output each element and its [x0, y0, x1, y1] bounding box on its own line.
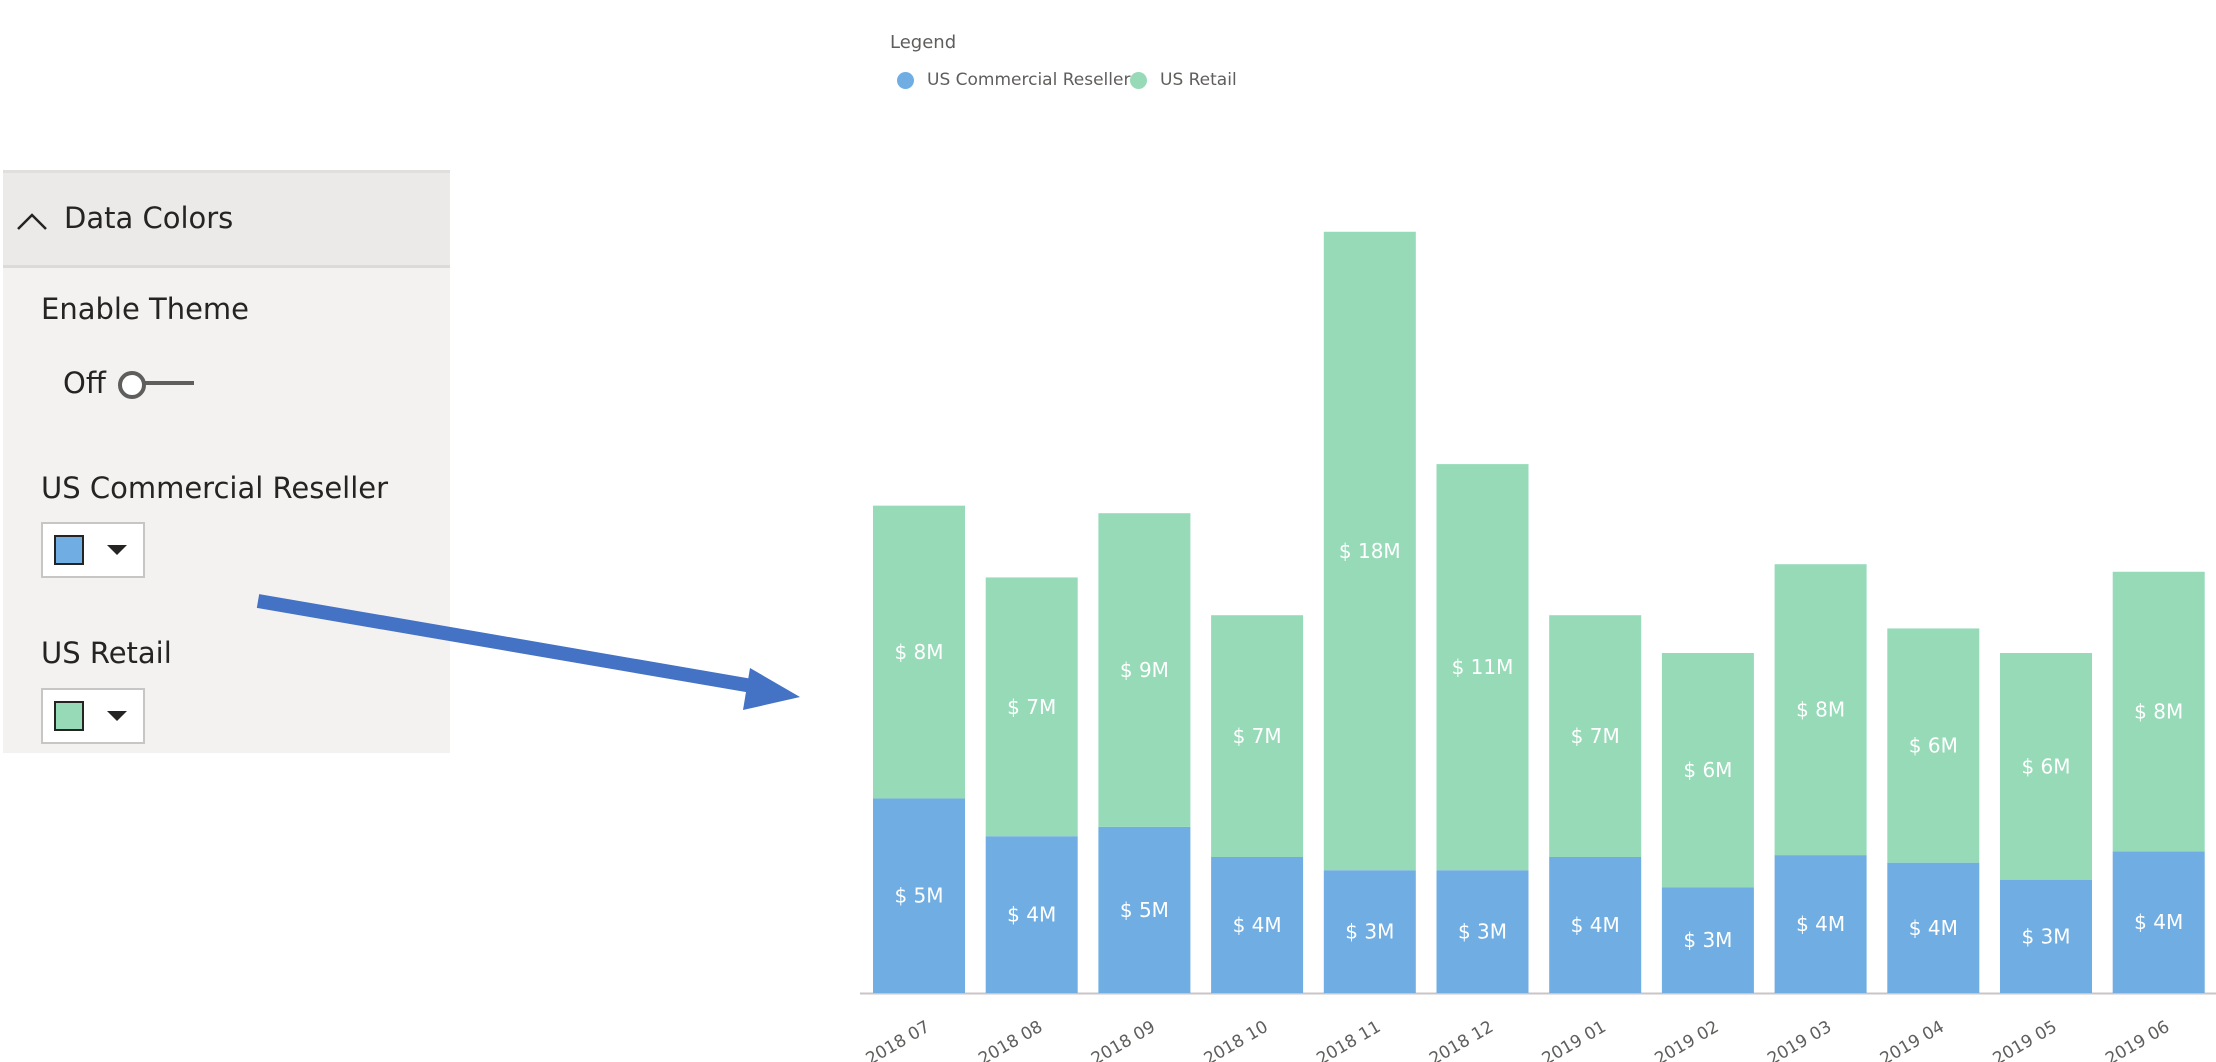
- legend-label-reseller: US Commercial Reseller: [927, 70, 1131, 90]
- color-swatch-retail: [54, 701, 84, 731]
- data-colors-header[interactable]: Data Colors: [3, 173, 450, 268]
- series-label-reseller: US Commercial Reseller: [41, 471, 389, 505]
- legend-label-retail: US Retail: [1160, 70, 1237, 90]
- bar-retail[interactable]: [1436, 464, 1529, 871]
- data-label: $ 3M: [1345, 920, 1394, 944]
- x-tick-label: 2018 07: [863, 1017, 934, 1062]
- data-label: $ 8M: [2134, 700, 2183, 724]
- data-label: $ 4M: [1796, 912, 1845, 936]
- bar-reseller[interactable]: [1098, 826, 1191, 993]
- x-tick-label: 2019 02: [1652, 1017, 1723, 1062]
- bar-reseller[interactable]: [2112, 851, 2205, 993]
- data-label: $ 8M: [894, 640, 943, 664]
- format-pane: Data Colors Enable Theme Off US Commerci…: [3, 170, 450, 753]
- x-tick-label: 2018 11: [1313, 1017, 1384, 1062]
- data-colors-title: Data Colors: [64, 201, 234, 235]
- data-label: $ 3M: [2021, 924, 2070, 948]
- bar-reseller[interactable]: [1323, 870, 1416, 993]
- bar-reseller[interactable]: [1887, 862, 1980, 993]
- legend-item-reseller[interactable]: US Commercial Reseller: [897, 67, 1130, 93]
- toggle-track: [136, 381, 194, 385]
- series-label-retail: US Retail: [41, 636, 172, 670]
- data-label: $ 4M: [1007, 903, 1056, 927]
- x-tick-label: 2018 12: [1426, 1017, 1497, 1062]
- bar-retail[interactable]: [1323, 231, 1416, 871]
- data-label: $ 6M: [2021, 754, 2070, 778]
- data-label: $ 4M: [2134, 910, 2183, 934]
- bar-reseller[interactable]: [1549, 857, 1642, 993]
- toggle-state-label: Off: [63, 366, 106, 400]
- color-picker-reseller[interactable]: [41, 522, 145, 578]
- data-label: $ 3M: [1683, 928, 1732, 952]
- bar-reseller[interactable]: [1211, 857, 1304, 993]
- bar-retail[interactable]: [1774, 564, 1867, 856]
- data-label: $ 5M: [894, 884, 943, 908]
- bar-retail[interactable]: [1549, 615, 1642, 857]
- data-label: $ 18M: [1339, 539, 1401, 563]
- bar-retail[interactable]: [985, 577, 1078, 837]
- x-tick-label: 2018 10: [1201, 1017, 1272, 1062]
- bar-retail[interactable]: [1098, 513, 1191, 827]
- enable-theme-label: Enable Theme: [41, 292, 250, 326]
- data-label: $ 7M: [1571, 724, 1620, 748]
- x-tick-label: 2018 08: [975, 1017, 1046, 1062]
- chevron-up-icon[interactable]: [16, 211, 48, 231]
- bar-reseller[interactable]: [1774, 855, 1867, 993]
- toggle-knob: [118, 371, 146, 399]
- bar-reseller[interactable]: [985, 836, 1078, 993]
- data-label: $ 5M: [1120, 898, 1169, 922]
- data-label: $ 6M: [1683, 758, 1732, 782]
- color-swatch-reseller: [54, 535, 84, 565]
- data-label: $ 7M: [1007, 695, 1056, 719]
- data-label: $ 7M: [1233, 724, 1282, 748]
- x-tick-label: 2019 04: [1877, 1017, 1948, 1062]
- bar-reseller[interactable]: [873, 798, 965, 993]
- data-label: $ 4M: [1571, 913, 1620, 937]
- color-picker-retail[interactable]: [41, 688, 145, 744]
- data-label: $ 4M: [1909, 916, 1958, 940]
- enable-theme-toggle[interactable]: [116, 368, 196, 399]
- legend-item-retail[interactable]: US Retail: [1130, 67, 1237, 93]
- caret-down-icon: [107, 545, 127, 555]
- data-label: $ 6M: [1909, 734, 1958, 758]
- caret-down-icon: [107, 711, 127, 721]
- bar-reseller[interactable]: [2000, 879, 2092, 993]
- bar-retail[interactable]: [1211, 615, 1304, 857]
- legend-title: Legend: [890, 32, 957, 53]
- x-tick-label: 2018 09: [1088, 1017, 1159, 1062]
- x-tick-label: 2019 06: [2102, 1017, 2173, 1062]
- data-label: $ 8M: [1796, 698, 1845, 722]
- x-tick-label: 2019 05: [1990, 1017, 2061, 1062]
- data-label: $ 11M: [1452, 655, 1514, 679]
- bar-retail[interactable]: [1661, 653, 1754, 888]
- bar-retail[interactable]: [2000, 653, 2092, 880]
- legend-dot-retail: [1130, 71, 1147, 89]
- bar-reseller[interactable]: [1436, 870, 1529, 993]
- legend-dot-reseller: [897, 71, 914, 89]
- data-label: $ 9M: [1120, 658, 1169, 682]
- bar-retail[interactable]: [2112, 571, 2205, 852]
- bar-reseller[interactable]: [1661, 887, 1754, 993]
- bar-retail[interactable]: [1887, 628, 1980, 863]
- data-label: $ 3M: [1458, 920, 1507, 944]
- bar-retail[interactable]: [873, 505, 965, 799]
- x-tick-label: 2019 01: [1539, 1017, 1610, 1062]
- pane-divider: [3, 170, 450, 173]
- data-label: $ 4M: [1233, 913, 1282, 937]
- x-tick-label: 2019 03: [1764, 1017, 1835, 1062]
